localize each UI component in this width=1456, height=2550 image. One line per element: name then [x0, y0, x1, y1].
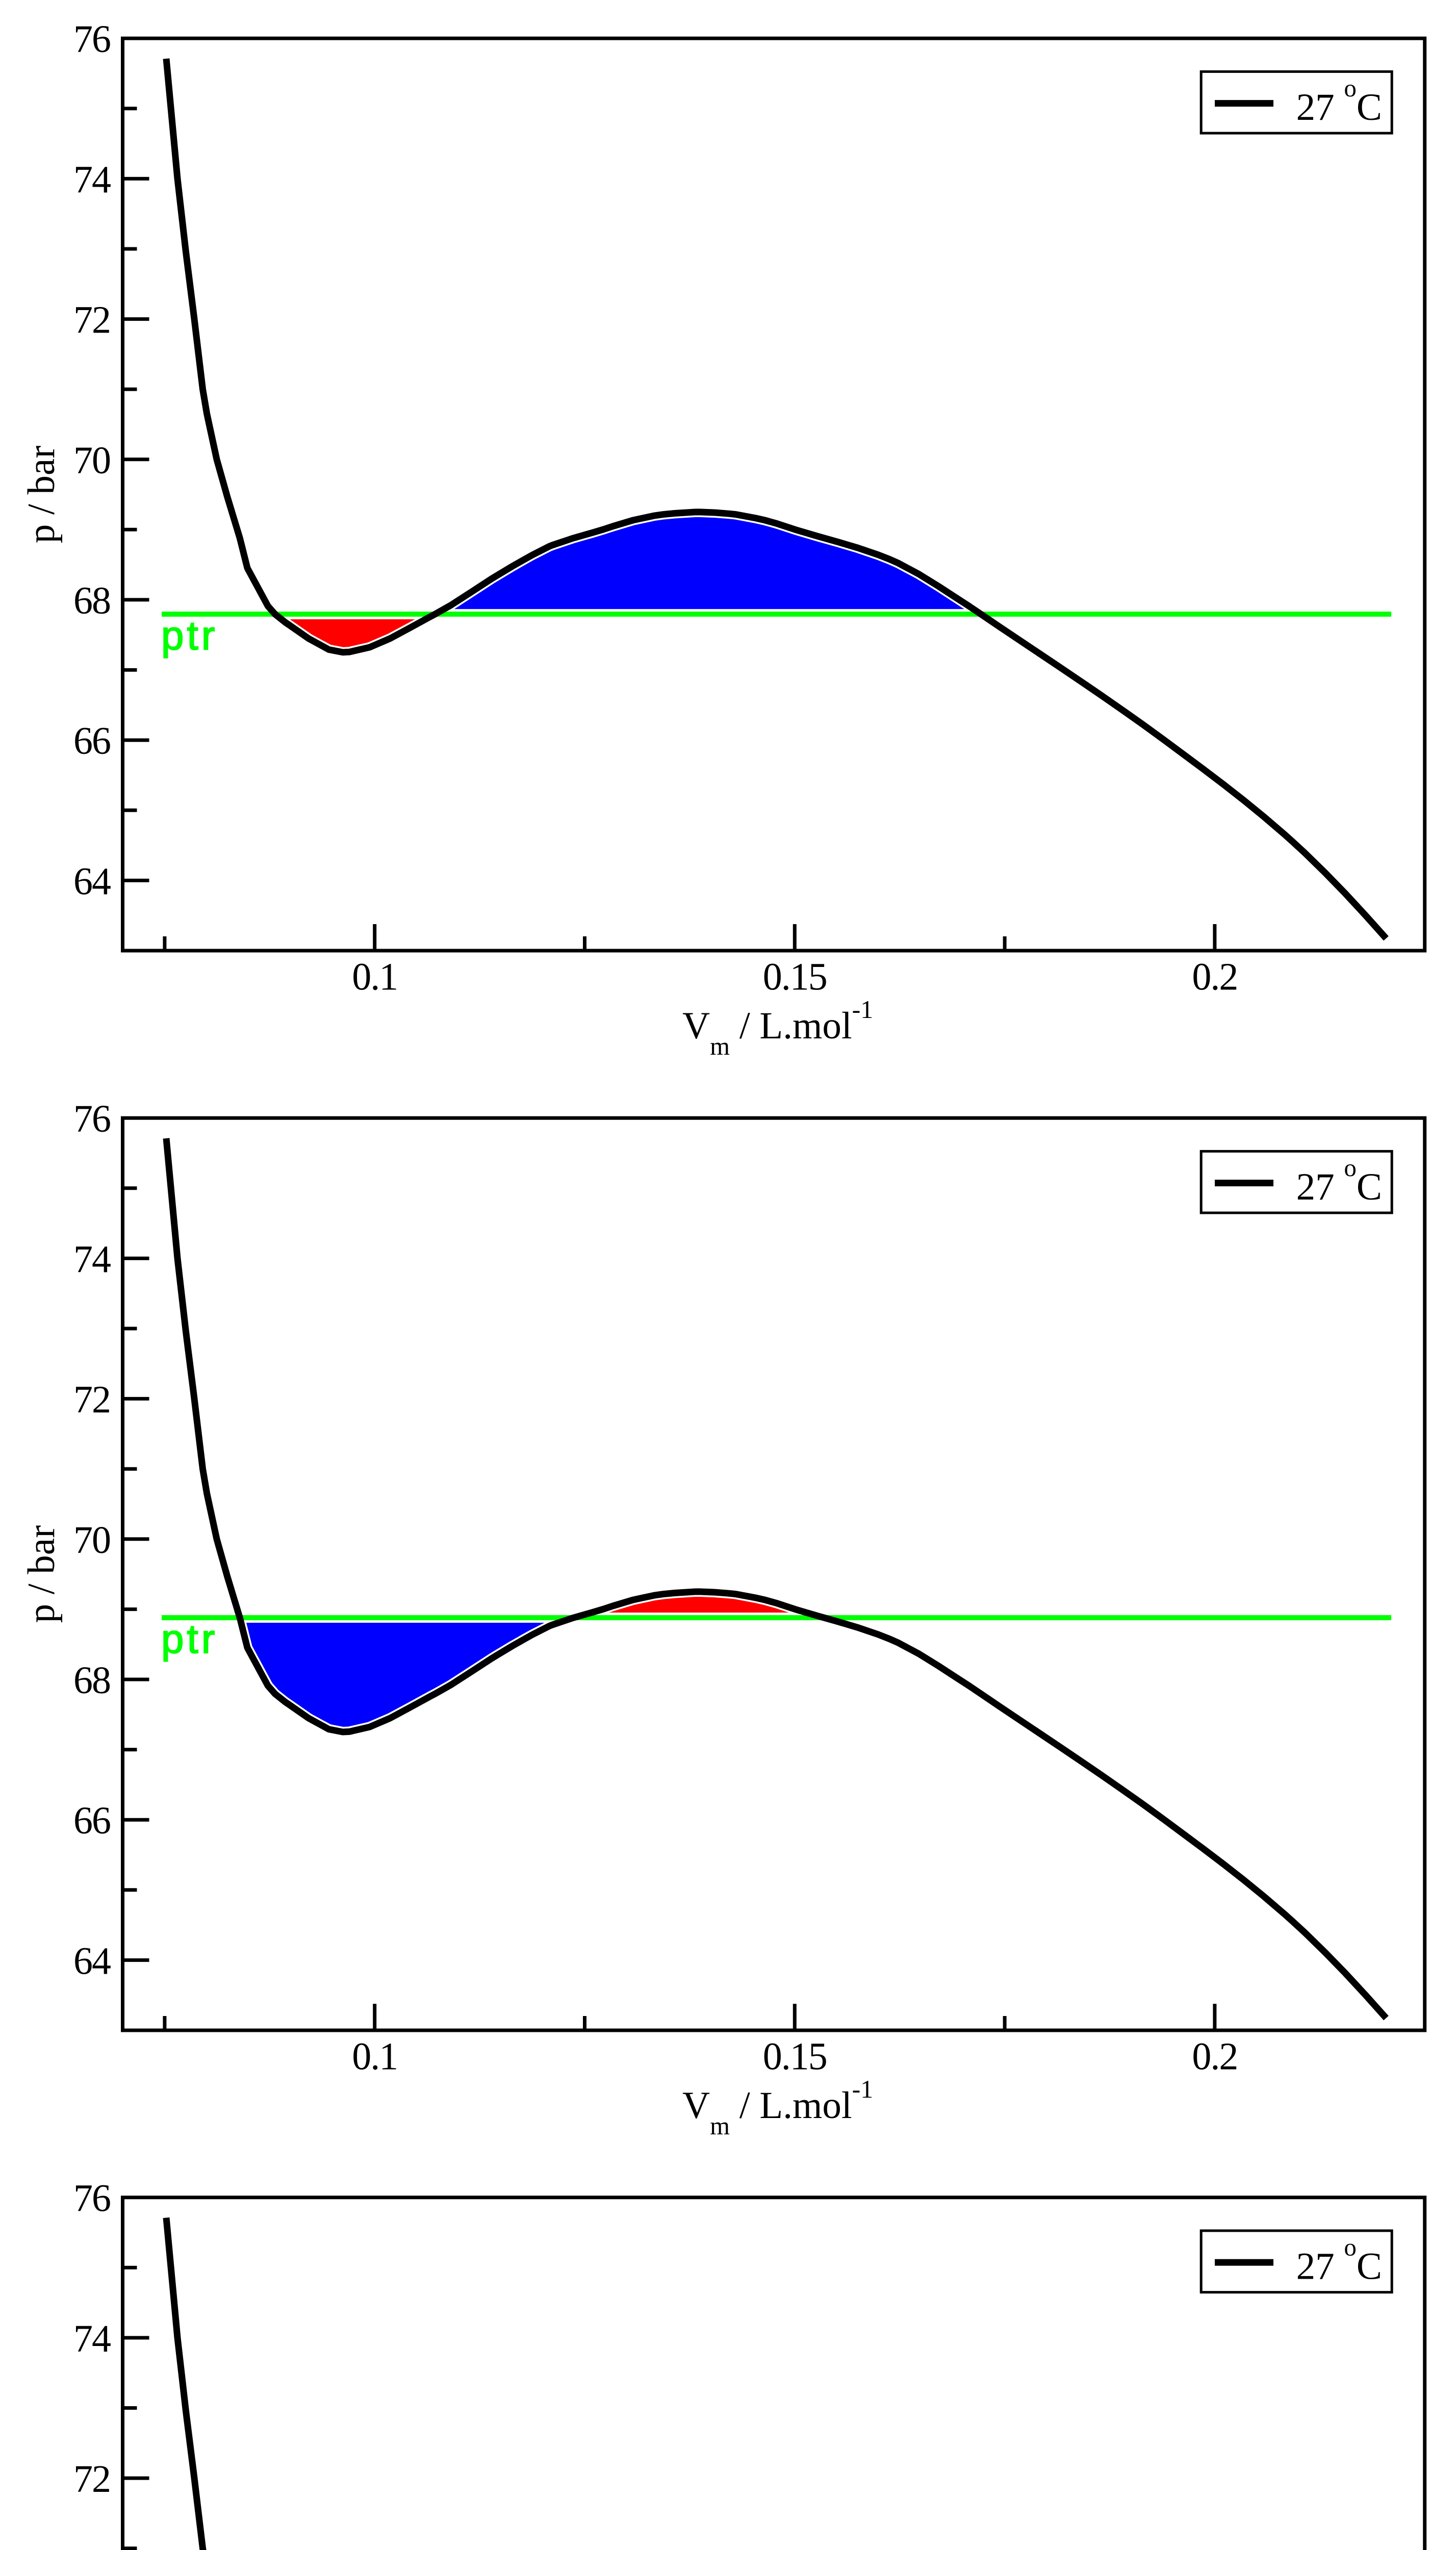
svg-text:0.1: 0.1 — [352, 2035, 397, 2078]
svg-text:0.15: 0.15 — [763, 2035, 827, 2078]
svg-text:64: 64 — [73, 860, 111, 903]
svg-text:74: 74 — [73, 2317, 111, 2360]
svg-text:70: 70 — [73, 1519, 110, 1562]
svg-text:64: 64 — [73, 1940, 111, 1982]
svg-text:68: 68 — [73, 579, 110, 622]
svg-text:74: 74 — [73, 158, 111, 201]
svg-text:70: 70 — [73, 439, 110, 482]
svg-text:72: 72 — [73, 2458, 110, 2501]
svg-text:66: 66 — [73, 720, 110, 762]
svg-text:74: 74 — [73, 1238, 111, 1281]
svg-text:0.2: 0.2 — [1192, 2035, 1237, 2078]
svg-text:0.1: 0.1 — [352, 956, 397, 999]
svg-text:0.2: 0.2 — [1192, 956, 1237, 999]
svg-text:0.15: 0.15 — [763, 956, 827, 999]
svg-text:76: 76 — [73, 18, 110, 61]
svg-text:ptr: ptr — [161, 613, 218, 658]
svg-text:76: 76 — [73, 2177, 110, 2220]
svg-text:ptr: ptr — [161, 1616, 218, 1662]
svg-text:76: 76 — [73, 1098, 110, 1140]
svg-text:68: 68 — [73, 1659, 110, 1702]
svg-text:72: 72 — [73, 1379, 110, 1421]
svg-text:66: 66 — [73, 1799, 110, 1842]
svg-text:72: 72 — [73, 299, 110, 342]
svg-text:p / bar: p / bar — [20, 446, 63, 544]
svg-text:p / bar: p / bar — [20, 1525, 63, 1623]
